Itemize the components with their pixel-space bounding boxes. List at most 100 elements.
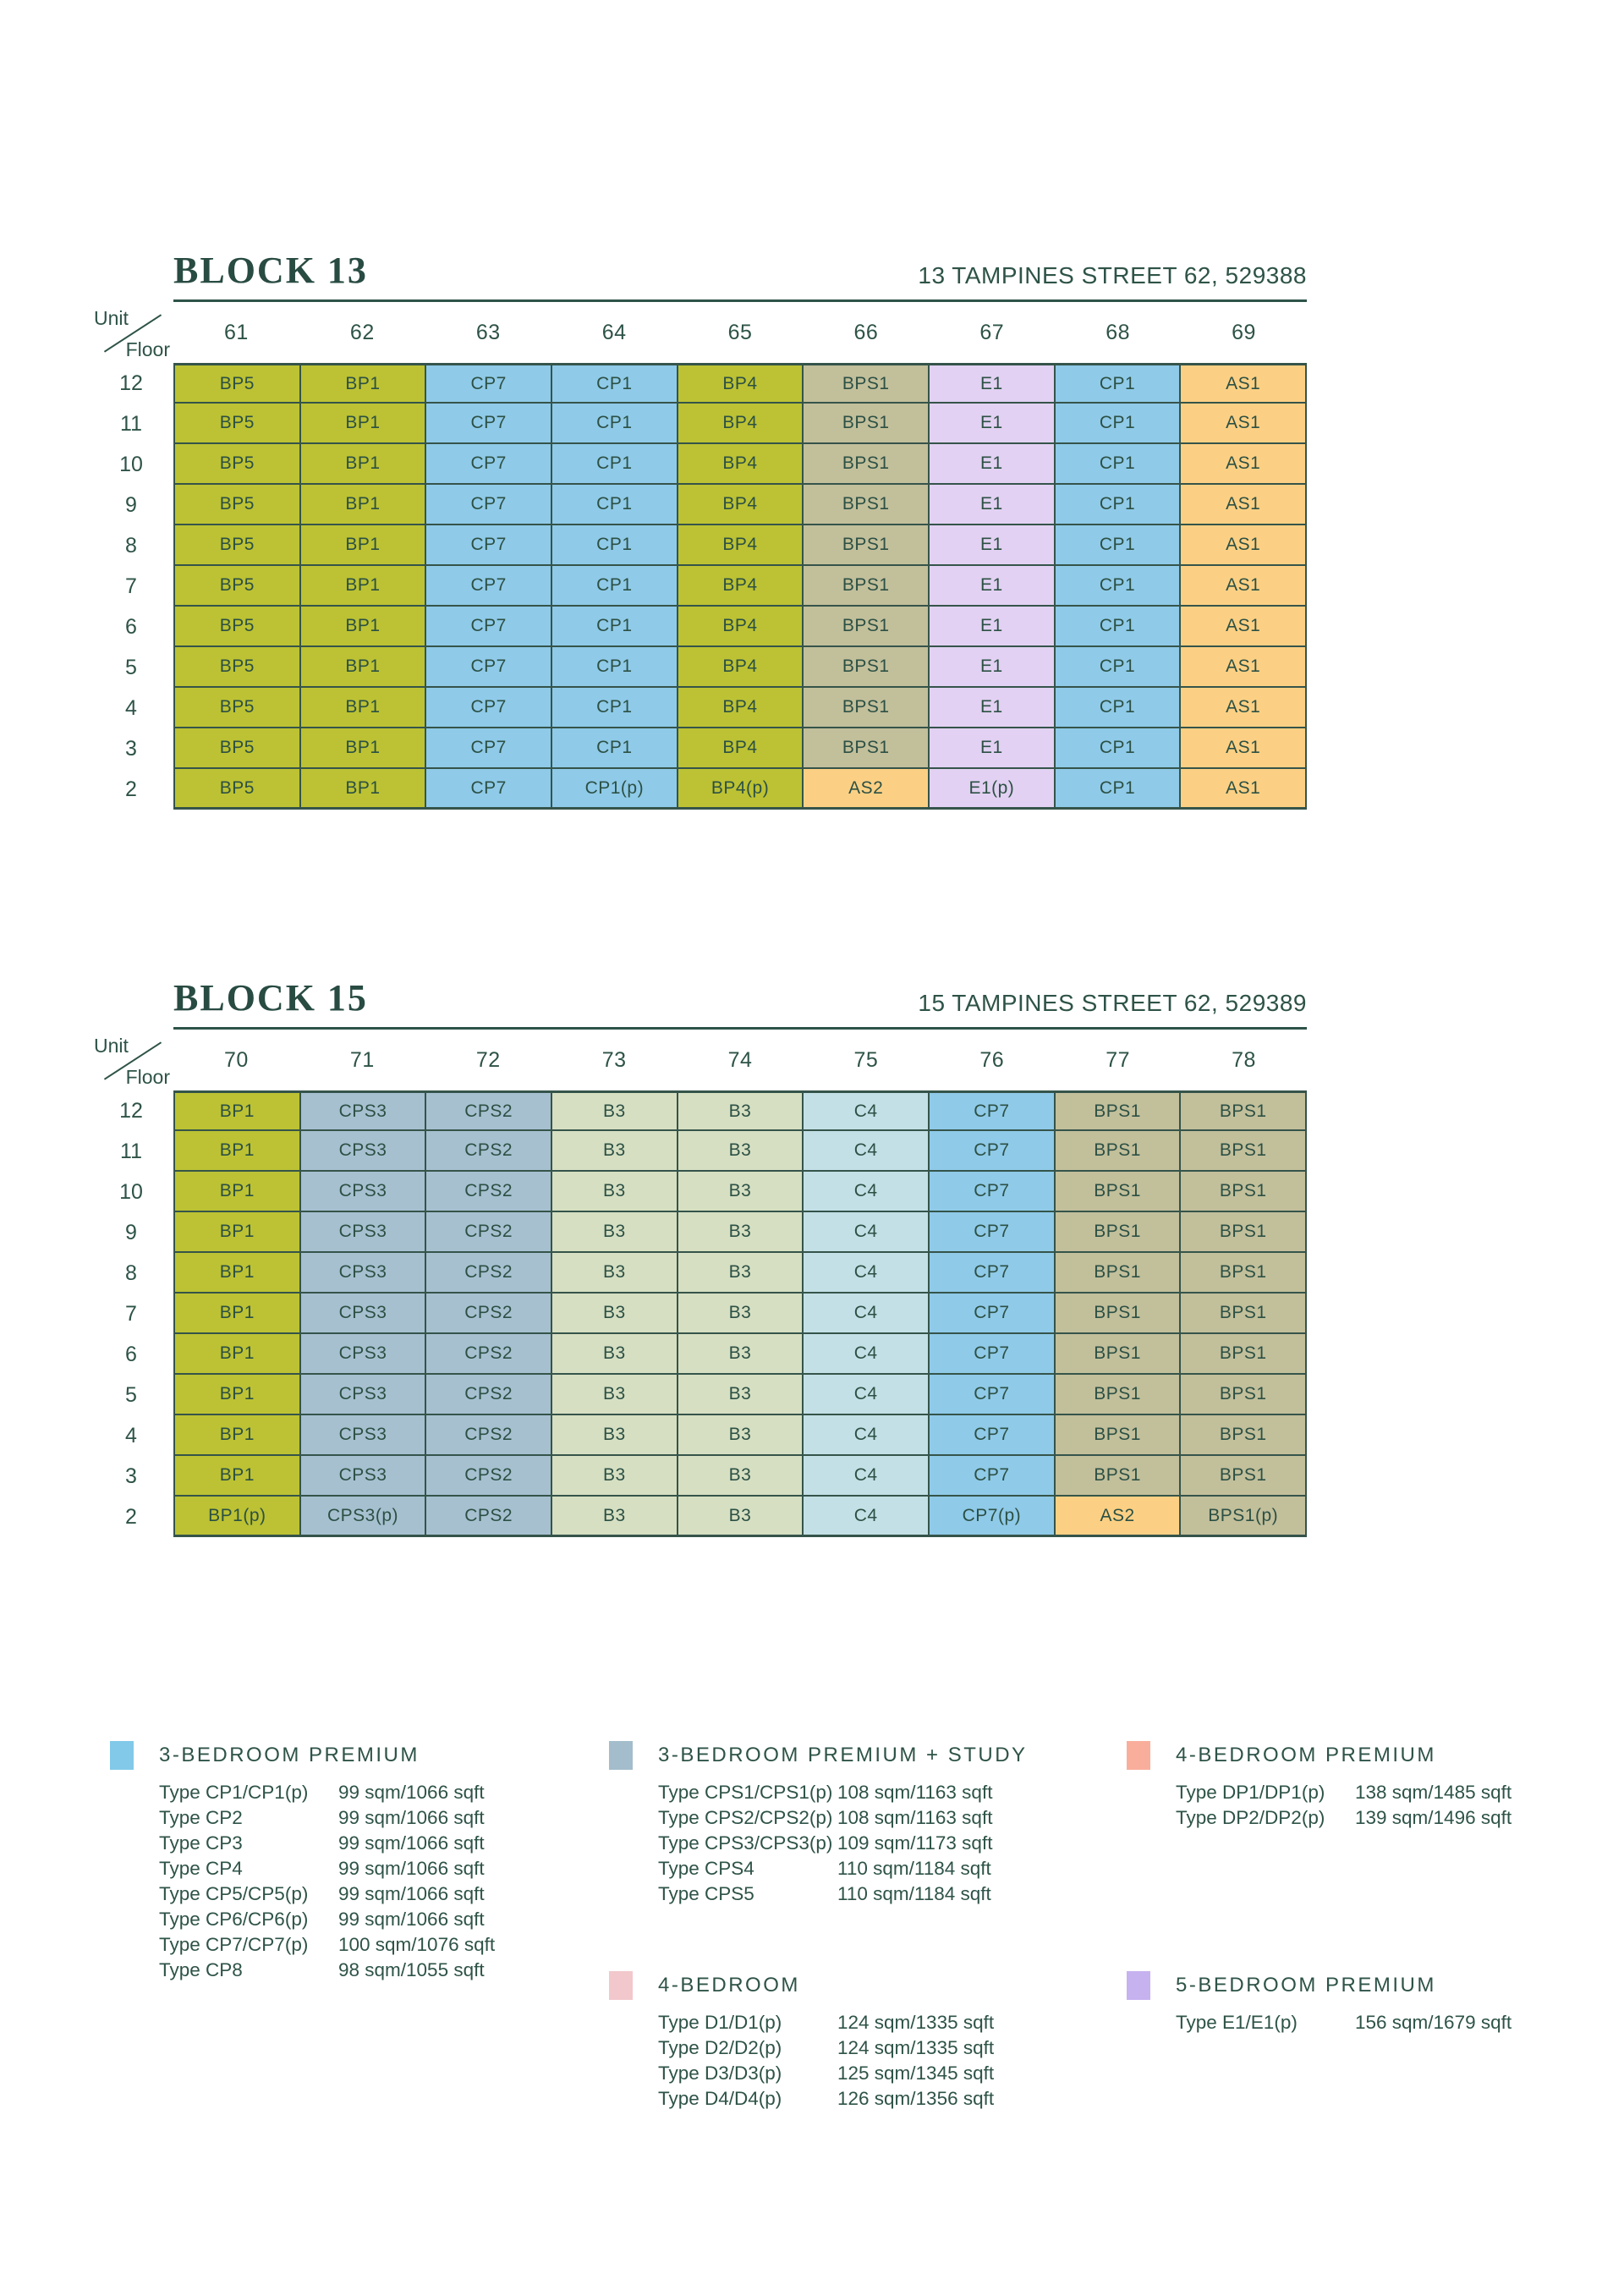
floor-row: 7 BP1 CPS3 CPS2 B3 B3 C4 CP7 BPS1 BPS1	[89, 1294, 1308, 1334]
unit-cell: CPS2	[425, 1415, 551, 1456]
floor-number: 4	[125, 1423, 137, 1447]
legend-item-size: 126 sqm/1356 sqft	[837, 2088, 995, 2109]
block-15-section: BLOCK 15 15 TAMPINES STREET 62, 529389 U…	[89, 980, 1308, 1537]
unit-cell: CP1	[1053, 728, 1180, 769]
unit-cell: B3	[676, 1375, 803, 1415]
unit-cell: BPS1	[802, 688, 929, 728]
unit-cell: CP7	[425, 607, 551, 647]
unit-floor-corner: Unit Floor	[89, 307, 173, 361]
floor-row: 2 BP5 BP1 CP7 CP1(p) BP4(p) AS2 E1(p) CP1 AS1	[89, 769, 1308, 810]
legend-item-size: 124 sqm/1335 sqft	[837, 2012, 995, 2033]
unit-cell: BP1	[299, 769, 425, 810]
unit-cell: BP4	[676, 688, 803, 728]
unit-cell: B3	[676, 1212, 803, 1253]
unit-number: 75	[853, 1047, 879, 1072]
unit-cell: E1	[928, 688, 1054, 728]
unit-cell: BPS1	[1179, 1375, 1308, 1415]
unit-cell: CP1	[1053, 607, 1180, 647]
unit-cell: AS2	[802, 769, 929, 810]
unit-cell: AS1	[1179, 525, 1308, 566]
legend-swatch	[110, 1741, 134, 1770]
legend-item: Type CPS2/CPS2(p) 108 sqm/1163 sqft	[658, 1805, 1028, 1831]
unit-cell: BP1	[173, 1212, 299, 1253]
floor-label: Floor	[125, 1066, 170, 1088]
unit-cell: CPS2	[425, 1212, 551, 1253]
unit-cell: B3	[551, 1415, 677, 1456]
unit-cell: CPS3	[299, 1294, 425, 1334]
unit-cell: CP1	[551, 688, 677, 728]
legend-swatch	[609, 1741, 633, 1770]
legend-item: Type D1/D1(p) 124 sqm/1335 sqft	[658, 2010, 1028, 2035]
unit-cell: BP4	[676, 728, 803, 769]
unit-cell: C4	[802, 1497, 929, 1537]
unit-number: 78	[1232, 1047, 1256, 1072]
floor-row: 8 BP5 BP1 CP7 CP1 BP4 BPS1 E1 CP1 AS1	[89, 525, 1308, 566]
unit-number: 77	[1106, 1047, 1131, 1072]
unit-cell: BP1	[173, 1456, 299, 1497]
legend-group-title: 4-BEDROOM PREMIUM	[1176, 1744, 1436, 1766]
legend-item: Type D3/D3(p) 125 sqm/1345 sqft	[658, 2061, 1028, 2086]
floor-row: 9 BP5 BP1 CP7 CP1 BP4 BPS1 E1 CP1 AS1	[89, 485, 1308, 525]
floor-number: 3	[125, 736, 137, 761]
unit-cell: CP1	[1053, 647, 1180, 688]
unit-cell: CP1	[551, 525, 677, 566]
unit-cell: CP7	[425, 647, 551, 688]
unit-header-row: Unit Floor 61 62 63 64 65 66 67 68 69	[89, 302, 1307, 363]
unit-number: 71	[349, 1047, 375, 1072]
unit-cell: CPS3	[299, 1375, 425, 1415]
legend-item-type: Type D1/D1(p)	[658, 2012, 782, 2033]
floor-row: 3 BP1 CPS3 CPS2 B3 B3 C4 CP7 BPS1 BPS1	[89, 1456, 1308, 1497]
unit-cell: B3	[676, 1334, 803, 1375]
floor-number: 3	[125, 1464, 137, 1488]
legend-item-type: Type CP5/CP5(p)	[159, 1883, 309, 1904]
unit-cell: AS1	[1179, 444, 1308, 485]
unit-label: Unit	[94, 1035, 129, 1057]
floor-row: 12 BP1 CPS3 CPS2 B3 B3 C4 CP7 BPS1 BPS1	[89, 1090, 1308, 1131]
unit-cell: BP5	[173, 728, 299, 769]
floor-number: 11	[120, 1139, 142, 1163]
unit-cell: BP1	[299, 444, 425, 485]
unit-cell: BP5	[173, 607, 299, 647]
unit-number: 69	[1232, 320, 1256, 344]
unit-cell: B3	[551, 1172, 677, 1212]
unit-cell: B3	[676, 1090, 803, 1131]
unit-cell: CP1	[551, 363, 677, 404]
unit-cell: BPS1	[1053, 1131, 1180, 1172]
unit-cell: CP1	[551, 404, 677, 444]
unit-cell: BP1	[299, 728, 425, 769]
unit-cell: BP5	[173, 525, 299, 566]
legend-item-size: 124 sqm/1335 sqft	[837, 2037, 995, 2058]
unit-cell: CPS2	[425, 1497, 551, 1537]
unit-cell: BP5	[173, 647, 299, 688]
unit-cell: CP7	[425, 404, 551, 444]
unit-cell: C4	[802, 1456, 929, 1497]
unit-cell: B3	[551, 1294, 677, 1334]
legend-item-size: 99 sqm/1066 sqft	[338, 1807, 485, 1828]
unit-cell: C4	[802, 1131, 929, 1172]
unit-cell: BP1	[299, 566, 425, 607]
unit-cell: CPS2	[425, 1172, 551, 1212]
unit-number: 67	[979, 320, 1005, 344]
unit-cell: C4	[802, 1334, 929, 1375]
legend-item: Type D2/D2(p) 124 sqm/1335 sqft	[658, 2035, 1028, 2061]
unit-cell: BPS1	[802, 647, 929, 688]
unit-cell: CP7	[425, 525, 551, 566]
unit-cell: E1	[928, 607, 1054, 647]
unit-cell: BP5	[173, 485, 299, 525]
floor-row: 10 BP5 BP1 CP7 CP1 BP4 BPS1 E1 CP1 AS1	[89, 444, 1308, 485]
floor-row: 12 BP5 BP1 CP7 CP1 BP4 BPS1 E1 CP1 AS1	[89, 363, 1308, 404]
legend-item: Type D4/D4(p) 126 sqm/1356 sqft	[658, 2086, 1028, 2112]
unit-cell: B3	[551, 1253, 677, 1294]
legend-item-size: 109 sqm/1173 sqft	[837, 1832, 993, 1854]
unit-cell: AS1	[1179, 688, 1308, 728]
unit-cell: C4	[802, 1172, 929, 1212]
unit-cell: BP1	[173, 1415, 299, 1456]
unit-label: Unit	[94, 307, 129, 329]
unit-cell: CP1	[1053, 444, 1180, 485]
unit-cell: CP7	[928, 1415, 1054, 1456]
legend-item-type: Type DP1/DP1(p)	[1176, 1782, 1325, 1803]
unit-cell: BPS1	[1179, 1253, 1308, 1294]
unit-cell: BPS1	[1179, 1294, 1308, 1334]
floor-number: 8	[125, 1261, 137, 1285]
unit-cell: BP1	[299, 525, 425, 566]
